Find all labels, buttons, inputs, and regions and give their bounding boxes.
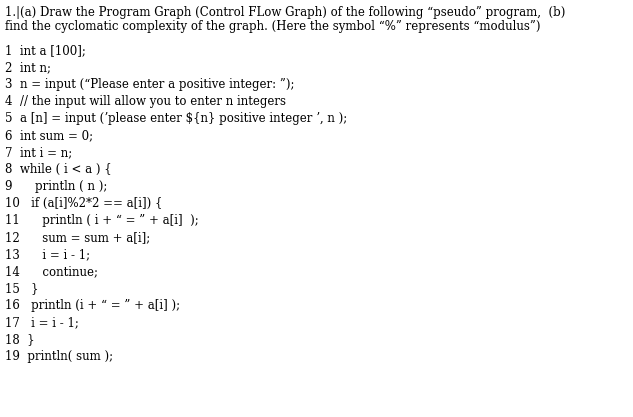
Text: 13      i = i - 1;: 13 i = i - 1; — [5, 248, 90, 261]
Text: 7  int i = n;: 7 int i = n; — [5, 146, 72, 159]
Text: 17   i = i - 1;: 17 i = i - 1; — [5, 316, 79, 329]
Text: 16   println (i + “ = ” + a[i] );: 16 println (i + “ = ” + a[i] ); — [5, 299, 180, 312]
Text: 19  println( sum );: 19 println( sum ); — [5, 350, 113, 363]
Text: 10   if (a[i]%2*2 == a[i]) {: 10 if (a[i]%2*2 == a[i]) { — [5, 197, 163, 210]
Text: 11      println ( i + “ = ” + a[i]  );: 11 println ( i + “ = ” + a[i] ); — [5, 214, 199, 227]
Text: 5  a [n] = input (ʼplease enter ${n} positive integer ʼ, n );: 5 a [n] = input (ʼplease enter ${n} posi… — [5, 112, 348, 125]
Text: find the cyclomatic complexity of the graph. (Here the symbol “%” represents “mo: find the cyclomatic complexity of the gr… — [5, 20, 541, 33]
Text: 1.|(a) Draw the Program Graph (Control FLow Graph) of the following “pseudo” pro: 1.|(a) Draw the Program Graph (Control F… — [5, 6, 565, 19]
Text: 15   }: 15 } — [5, 282, 39, 295]
Text: 18  }: 18 } — [5, 333, 35, 346]
Text: 1  int a [100];: 1 int a [100]; — [5, 44, 86, 57]
Text: 9      println ( n );: 9 println ( n ); — [5, 180, 108, 193]
Text: 8  while ( i < a ) {: 8 while ( i < a ) { — [5, 163, 111, 176]
Text: 2  int n;: 2 int n; — [5, 61, 51, 74]
Text: 4  // the input will allow you to enter n integers: 4 // the input will allow you to enter n… — [5, 95, 286, 108]
Text: 14      continue;: 14 continue; — [5, 265, 98, 278]
Text: 12      sum = sum + a[i];: 12 sum = sum + a[i]; — [5, 231, 150, 244]
Text: 6  int sum = 0;: 6 int sum = 0; — [5, 129, 93, 142]
Text: 3  n = input (“Please enter a positive integer: ”);: 3 n = input (“Please enter a positive in… — [5, 78, 294, 91]
